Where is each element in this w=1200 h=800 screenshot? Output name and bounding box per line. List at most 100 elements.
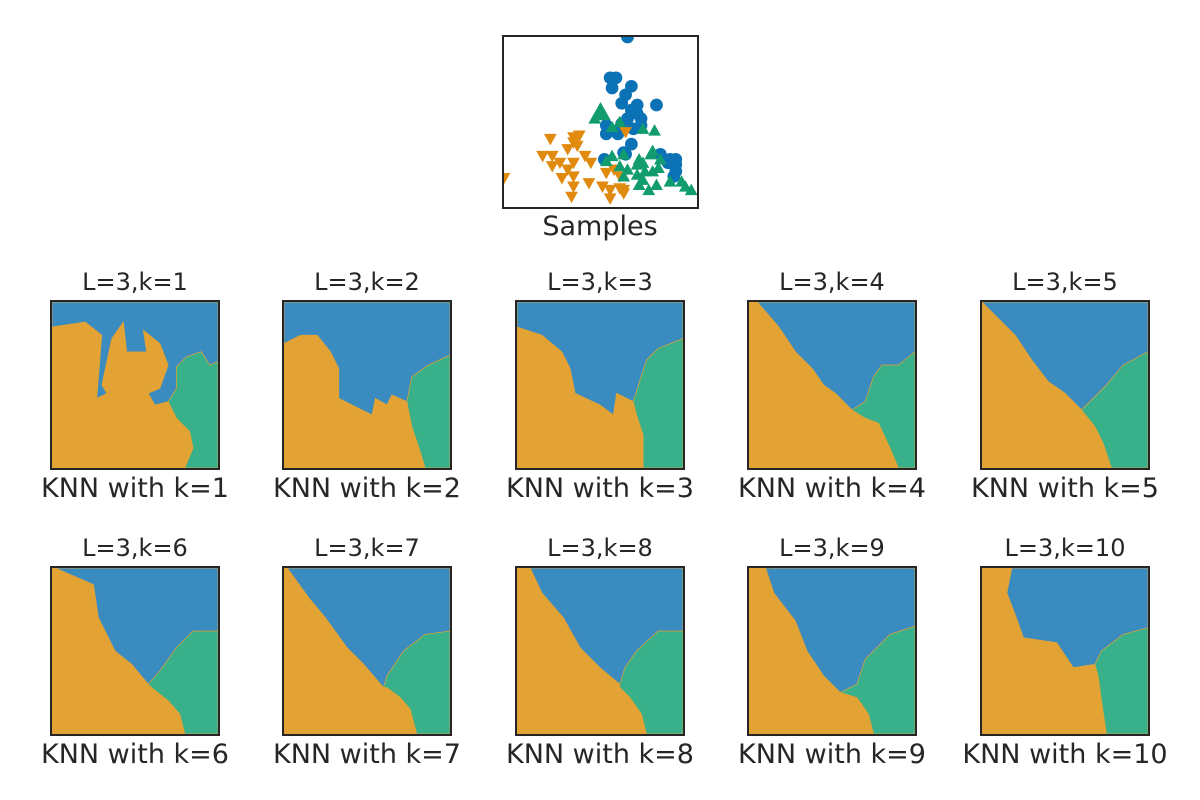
sample-point-triangle-up (617, 147, 631, 160)
decision-region-map (747, 566, 917, 736)
sample-point-triangle-down (567, 157, 580, 170)
sample-point-triangle-up (636, 122, 650, 134)
samples-plot (502, 35, 699, 209)
sample-point-circle (661, 156, 675, 170)
sample-point-triangle-down (553, 157, 567, 170)
sample-point-triangle-up (648, 124, 661, 136)
region-green (1094, 627, 1148, 734)
sample-point-circle (605, 81, 619, 95)
sample-point-triangle-down (567, 181, 580, 193)
sample-point-circle (625, 137, 638, 151)
sample-point-triangle-down (504, 173, 511, 185)
sample-point-triangle-down (603, 193, 617, 205)
sample-point-circle (609, 71, 623, 85)
sample-point-triangle-up (650, 178, 663, 190)
sample-point-triangle-up (605, 149, 619, 162)
region-blue (1006, 568, 1148, 668)
sample-point-triangle-down (617, 188, 631, 200)
sample-point-triangle-down (545, 161, 559, 173)
panel-xlabel: KNN with k=5 (971, 473, 1159, 504)
region-green (839, 625, 915, 734)
panel-xlabel: KNN with k=9 (738, 739, 926, 770)
sample-point-triangle-down (599, 167, 613, 180)
sample-point-triangle-up (613, 115, 627, 128)
region-green (147, 630, 218, 734)
decision-region-map (980, 566, 1150, 736)
sample-point-triangle-up (653, 153, 667, 165)
panel-title: L=3,k=1 (82, 268, 188, 296)
region-green (383, 630, 450, 734)
sample-point-triangle-down (536, 150, 549, 163)
sample-point-triangle-up (597, 108, 611, 121)
sample-point-triangle-down (582, 178, 596, 190)
region-green (406, 354, 450, 468)
panel-title: L=3,k=9 (779, 534, 885, 562)
sample-point-triangle-up (663, 175, 677, 187)
sample-point-triangle-up (630, 168, 644, 180)
panel-xlabel: KNN with k=2 (273, 473, 461, 504)
region-green (851, 351, 915, 468)
panel-xlabel: KNN with k=6 (41, 739, 229, 770)
sample-point-triangle-down (545, 150, 559, 163)
region-svg (517, 568, 683, 734)
region-svg (749, 568, 915, 734)
panel-xlabel: KNN with k=4 (738, 473, 926, 504)
decision-region-map (50, 566, 220, 736)
sample-point-triangle-down (619, 127, 632, 139)
sample-point-triangle-up (617, 170, 631, 182)
panel-xlabel: KNN with k=1 (41, 473, 229, 504)
decision-region-map (50, 300, 220, 470)
panel-title: L=3,k=10 (1004, 534, 1126, 562)
sample-point-triangle-down (596, 181, 609, 193)
region-svg (52, 302, 218, 468)
sample-point-triangle-up (679, 180, 692, 192)
sample-point-triangle-down (603, 184, 617, 197)
panel-title: L=3,k=6 (82, 534, 188, 562)
decision-region-map (282, 566, 452, 736)
panel-title: L=3,k=8 (547, 534, 653, 562)
panel-xlabel: KNN with k=8 (506, 739, 694, 770)
region-blue (982, 302, 1148, 411)
sample-point-triangle-down (555, 173, 569, 185)
region-svg (982, 568, 1148, 734)
region-svg (284, 568, 450, 734)
decision-region-map (747, 300, 917, 470)
sample-point-triangle-up (613, 159, 627, 172)
region-svg (517, 302, 683, 468)
region-svg (749, 302, 915, 468)
sample-point-triangle-up (642, 183, 656, 196)
region-green (167, 351, 218, 468)
sample-point-triangle-down (570, 140, 584, 153)
region-svg (284, 302, 450, 468)
sample-point-triangle-down (561, 144, 575, 156)
sample-point-circle (615, 96, 629, 110)
sample-point-triangle-down (578, 150, 592, 163)
sample-point-triangle-up (599, 154, 613, 167)
sample-point-triangle-up (632, 178, 646, 190)
sample-point-triangle-down (565, 191, 578, 204)
sample-point-triangle-down (572, 130, 586, 142)
sample-point-triangle-down (584, 157, 598, 170)
decision-region-map (515, 566, 685, 736)
panel-title: L=3,k=5 (1012, 268, 1118, 296)
decision-region-map (515, 300, 685, 470)
samples-scatter (504, 37, 697, 205)
sample-point-circle (626, 122, 640, 136)
sample-point-triangle-up (605, 120, 619, 133)
panel-title: L=3,k=2 (314, 268, 420, 296)
panel-xlabel: KNN with k=7 (273, 739, 461, 770)
sample-point-triangle-down (543, 133, 557, 146)
panel-xlabel: KNN with k=10 (962, 739, 1168, 770)
sample-point-triangle-up (630, 158, 644, 170)
sample-point-circle (621, 37, 634, 44)
panel-title: L=3,k=3 (547, 268, 653, 296)
region-svg (982, 302, 1148, 468)
region-green (632, 338, 683, 468)
sample-point-triangle-up (684, 183, 697, 196)
sample-point-triangle-up (638, 164, 652, 177)
panel-title: L=3,k=4 (779, 268, 885, 296)
sample-point-triangle-down (561, 164, 575, 176)
region-svg (52, 568, 218, 734)
sample-point-triangle-down (567, 171, 580, 183)
